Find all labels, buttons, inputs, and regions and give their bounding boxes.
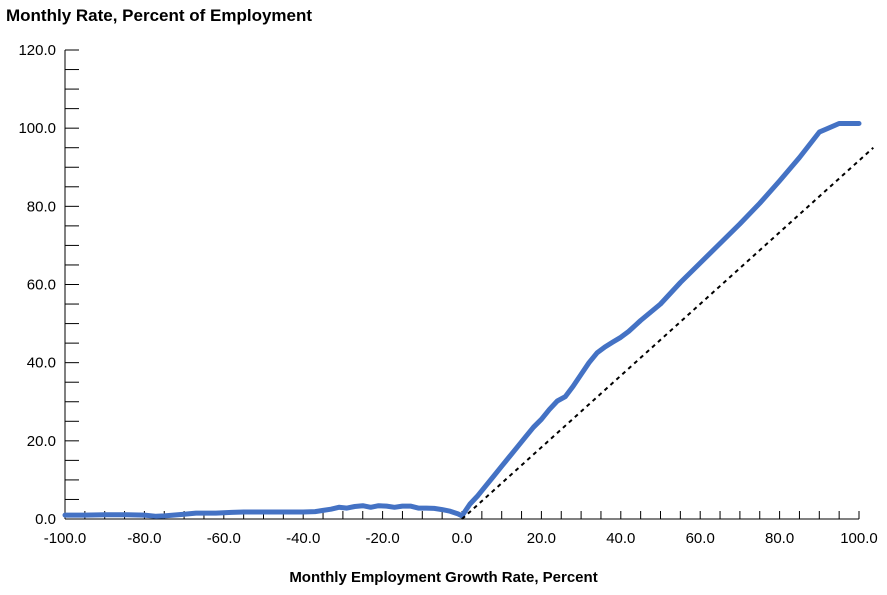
- x-tick-label: 20.0: [527, 530, 556, 547]
- y-tick-label: 20.0: [27, 433, 56, 450]
- y-tick-label: 0.0: [35, 511, 56, 528]
- y-tick-label: 100.0: [18, 120, 56, 137]
- x-tick-label: -20.0: [365, 530, 399, 547]
- x-tick-label: 0.0: [452, 530, 473, 547]
- chart-title: Monthly Rate, Percent of Employment: [6, 6, 313, 25]
- x-tick-label: 100.0: [840, 530, 878, 547]
- x-tick-label: -80.0: [127, 530, 161, 547]
- x-tick-label: 80.0: [765, 530, 794, 547]
- y-tick-label: 80.0: [27, 198, 56, 215]
- axes: 0.0 20.0 40.0 60.0 80.0 100.0 120.0 -100.0 -80.0…: [18, 42, 877, 547]
- y-tick-label: 60.0: [27, 277, 56, 294]
- x-tick-label: -40.0: [286, 530, 320, 547]
- x-tick-label: 40.0: [606, 530, 635, 547]
- y-tick-label: 120.0: [18, 42, 56, 59]
- reference-line-dotted: [461, 146, 874, 520]
- x-tick-label: -60.0: [207, 530, 241, 547]
- series-line: [62, 121, 862, 519]
- x-tick-label: -100.0: [44, 530, 87, 547]
- series-layer: [62, 121, 874, 520]
- y-tick-label: 40.0: [27, 355, 56, 372]
- x-tick-label: 60.0: [686, 530, 715, 547]
- x-axis-label: Monthly Employment Growth Rate, Percent: [289, 569, 598, 586]
